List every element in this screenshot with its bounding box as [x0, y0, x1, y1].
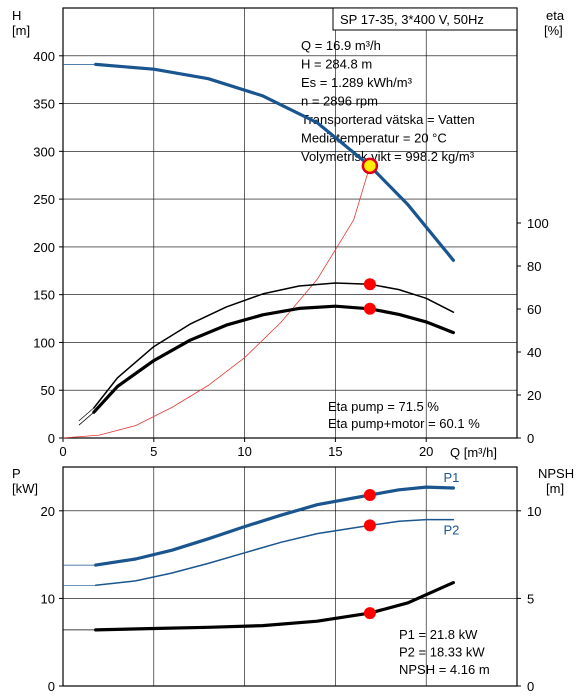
y-right-tick-label: 0 — [527, 431, 534, 446]
eta-value: Eta pump = 71.5 % — [328, 399, 439, 414]
title-box — [332, 7, 518, 31]
head-curve — [94, 62, 455, 262]
y-left-tick-label: 20 — [41, 504, 55, 519]
eta-pump-motor-curve — [92, 304, 455, 414]
plot-frame — [62, 7, 518, 439]
y-left-tick-label: 400 — [33, 49, 55, 64]
y-right-tick-label: 0 — [527, 679, 534, 694]
info-line: Q = 16.9 m³/h — [301, 38, 381, 53]
y-left-tick-label: 150 — [33, 288, 55, 303]
y-left-tick-label: 350 — [33, 97, 55, 112]
power-info-line: P1 = 21.8 kW — [399, 627, 478, 642]
y-right-tick-label: 100 — [527, 216, 549, 231]
npsh-operating-point — [363, 607, 376, 620]
y-right-title: eta — [546, 8, 565, 23]
head-operating-point — [361, 157, 379, 175]
chart-title: SP 17-35, 3*400 V, 50Hz — [340, 12, 484, 27]
x-tick-label: 10 — [237, 444, 251, 459]
plot-frame — [62, 466, 518, 687]
eta-pump-motor-operating-point — [363, 302, 376, 315]
p1-curve — [94, 485, 455, 567]
x-label-backdrop — [446, 443, 515, 461]
eta-value: Eta pump+motor = 60.1 % — [328, 416, 480, 431]
power-info-line: NPSH = 4.16 m — [399, 662, 490, 677]
y-right-unit: [m] — [546, 481, 564, 496]
y-right-tick-label: 80 — [527, 259, 541, 274]
y-left-tick-label: 0 — [48, 679, 55, 694]
p2-operating-point — [363, 519, 376, 532]
x-tick-label: 0 — [59, 444, 66, 459]
x-tick-label: 20 — [419, 444, 433, 459]
y-right-tick-label: 20 — [527, 388, 541, 403]
p2-curve — [94, 518, 455, 587]
y-right-tick-label: 40 — [527, 345, 541, 360]
x-tick-label: 15 — [328, 444, 342, 459]
eta-pump-operating-point — [363, 278, 376, 291]
info-line: Transporterad vätska = Vatten — [301, 112, 475, 127]
y-left-unit: [m] — [12, 23, 30, 38]
x-axis-title: Q [m³/h] — [450, 445, 497, 460]
y-left-tick-label: 100 — [33, 335, 55, 350]
system-curve — [62, 165, 371, 439]
series-label-p1: P1 — [443, 470, 459, 485]
eta-pump-motor-tail — [78, 411, 95, 426]
y-left-tick-label: 200 — [33, 240, 55, 255]
y-right-tick-label: 60 — [527, 302, 541, 317]
eta-pump-curve — [93, 282, 455, 409]
npsh-curve — [94, 581, 455, 632]
y-right-tick-label: 10 — [527, 504, 541, 519]
y-left-unit: [kW] — [12, 481, 38, 496]
y-left-tick-label: 250 — [33, 192, 55, 207]
x-tick-label: 5 — [150, 444, 157, 459]
info-line: Es = 1.289 kWh/m³ — [301, 75, 413, 90]
y-left-title: H — [12, 8, 21, 23]
series-label-p2: P2 — [443, 523, 459, 538]
y-left-tick-label: 0 — [48, 431, 55, 446]
y-right-title: NPSH — [538, 466, 574, 481]
y-left-tick-label: 50 — [41, 383, 55, 398]
power-info-line: P2 = 18.33 kW — [399, 645, 485, 660]
y-right-tick-label: 5 — [527, 591, 534, 606]
eta-pump-tail — [78, 407, 95, 422]
info-line: H = 284.8 m — [301, 57, 372, 72]
y-left-tick-label: 10 — [41, 591, 55, 606]
y-right-unit: [%] — [544, 23, 563, 38]
p1-operating-point — [363, 489, 376, 502]
y-left-title: P — [12, 466, 21, 481]
y-left-tick-label: 300 — [33, 144, 55, 159]
info-line: Volymetrisk vikt = 998.2 kg/m³ — [301, 149, 475, 164]
info-line: Mediatemperatur = 20 °C — [301, 131, 447, 146]
info-line: n = 2896 rpm — [301, 94, 378, 109]
power-npsh-panel: 0 10 20 0 5 10 P[kW] NPSH[m] P1 P2 P1 = 21.8 kW P2 … — [12, 466, 574, 694]
